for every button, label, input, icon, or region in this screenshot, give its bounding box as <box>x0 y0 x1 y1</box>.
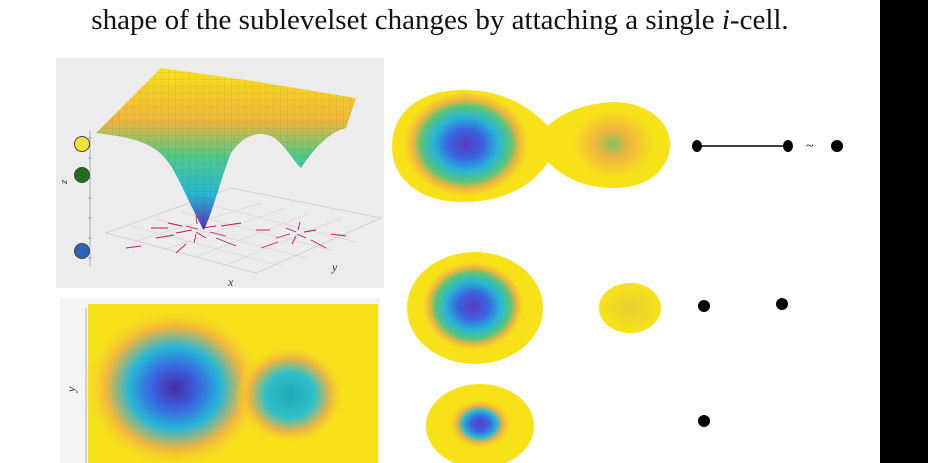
video-side-bar <box>880 0 928 463</box>
z-axis-ticks <box>88 130 92 266</box>
surface-plot: x y z <box>56 58 384 289</box>
sublevelset-bottom <box>426 384 534 463</box>
caption-italic-i: i <box>721 4 730 36</box>
surface-axis-x: x <box>227 275 234 288</box>
sublevelset-middle-right <box>599 283 661 333</box>
level-marker-green <box>74 167 90 183</box>
slide-caption: shape of the sublevelset changes by atta… <box>0 4 880 37</box>
sublevelset-top <box>392 90 670 202</box>
cell-point-middle-left <box>698 300 710 312</box>
caption-text: shape of the sublevelset changes by atta… <box>91 4 722 36</box>
surface-axis-z: z <box>58 179 70 185</box>
level-marker-blue <box>74 243 90 259</box>
contour-axis-y: y <box>64 386 78 393</box>
vector-field <box>125 215 347 254</box>
cell-point-bottom <box>698 415 710 427</box>
caption-text-end: -cell. <box>729 4 789 36</box>
surface-axis-y: y <box>331 260 338 274</box>
slide: shape of the sublevelset changes by atta… <box>0 4 880 463</box>
contour-plot: y <box>60 298 380 463</box>
contour-plot-svg: y <box>64 304 378 463</box>
surface-plot-svg: x y z <box>58 68 383 289</box>
level-marker-yellow <box>74 136 90 152</box>
floor-grid <box>104 187 383 274</box>
cell-complex-top: ~ <box>692 139 843 154</box>
cell-point-middle-right <box>776 298 788 310</box>
sublevelset-middle-left <box>407 252 543 364</box>
homotopy-tilde: ~ <box>806 139 814 154</box>
